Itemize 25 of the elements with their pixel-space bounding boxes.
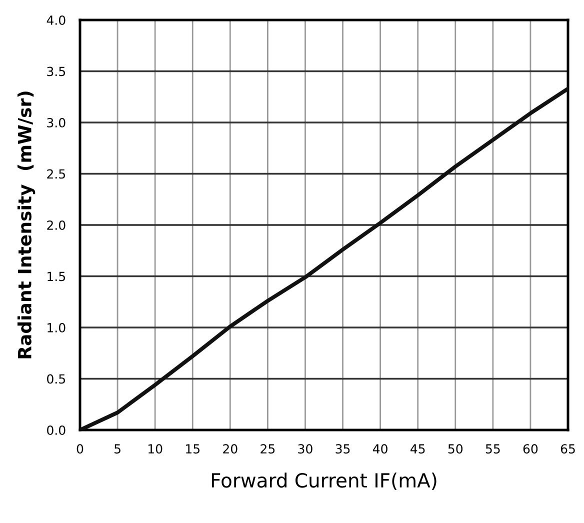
x-tick-label: 50: [448, 444, 463, 454]
x-tick-label: 45: [410, 444, 425, 454]
x-axis-title: Forward Current IF(mA): [212, 472, 436, 490]
y-tick-label: 0.0: [47, 425, 66, 435]
x-tick-label: 10: [148, 444, 162, 454]
x-tick-label: 40: [372, 444, 388, 454]
y-tick-label: 2.0: [47, 220, 66, 230]
x-tick-label: 5: [114, 444, 120, 454]
x-tick-label: 20: [223, 444, 238, 454]
x-tick-label: 65: [560, 444, 575, 454]
x-tick-label: 15: [186, 444, 200, 454]
x-tick-label: 60: [523, 444, 538, 454]
y-axis-title: Radiant Intensity (mW/sr): [18, 92, 36, 358]
y-tick-label: 0.5: [47, 374, 66, 384]
x-tick-label: 30: [298, 444, 312, 454]
x-tick-label: 55: [486, 444, 500, 454]
y-tick-label: 1.0: [48, 322, 66, 332]
y-tick-label: 2.5: [47, 169, 66, 179]
x-tick-label: 25: [260, 444, 275, 454]
y-tick-label: 4.0: [46, 15, 66, 25]
x-tick-label: 35: [336, 444, 350, 454]
x-tick-label: 0: [76, 444, 84, 454]
y-tick-label: 1.5: [48, 272, 66, 282]
y-tick-label: 3.5: [47, 66, 66, 76]
y-tick-label: 3.0: [47, 118, 66, 128]
